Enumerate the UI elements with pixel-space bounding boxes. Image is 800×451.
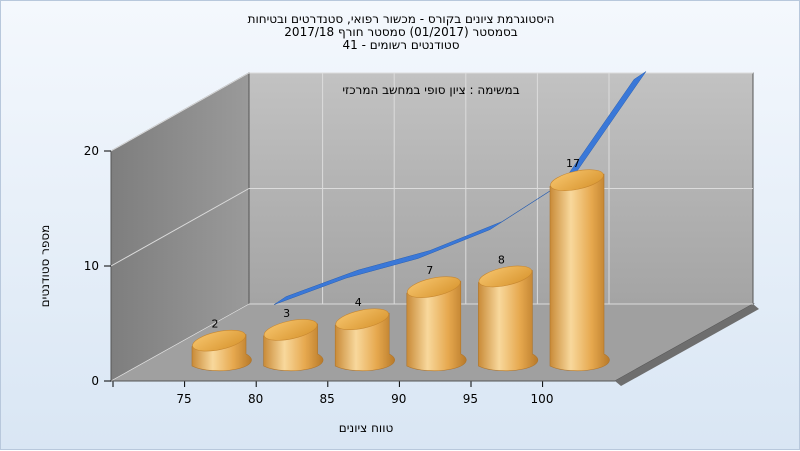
bar-80: 3 — [263, 307, 324, 372]
bar-series: 2 3 4 7 8 17 — [191, 157, 610, 372]
bar-value-label: 2 — [212, 318, 219, 331]
bar-value-label: 8 — [498, 253, 505, 266]
x-axis-title: טווח ציונים — [339, 421, 394, 435]
x-tick-label: 100 — [531, 392, 554, 406]
y-gridline-left — [110, 72, 250, 152]
x-tick-label: 95 — [463, 392, 478, 406]
bar-value-label: 7 — [426, 264, 433, 277]
floor-edge — [615, 304, 759, 386]
chart-title-line-3: סטודנטים רשומים - 41 — [342, 38, 460, 52]
bar-body — [549, 173, 610, 372]
bar-75: 2 — [191, 318, 252, 372]
curve-series — [273, 71, 647, 305]
bar-top — [407, 276, 461, 298]
x-axis: 75 80 85 90 95 100 — [111, 380, 615, 406]
curve-ribbon — [273, 71, 647, 305]
bar-85: 4 — [334, 296, 395, 372]
bar-100: 17 — [549, 157, 610, 372]
plot-annotation: במשימה : ציון סופי במחשב המרכזי — [342, 83, 519, 97]
bar-top — [478, 265, 533, 288]
bar-value-label: 17 — [566, 157, 580, 170]
bar-top — [263, 319, 318, 341]
y-gridline-left — [110, 303, 250, 382]
bar-top — [192, 329, 246, 352]
bar-95: 8 — [478, 253, 539, 372]
grid — [110, 72, 753, 382]
x-tick-label: 75 — [176, 392, 191, 406]
bar-value-label: 3 — [283, 307, 290, 320]
bar-90: 7 — [406, 264, 467, 372]
bar-body — [406, 280, 467, 372]
bar-top — [550, 169, 604, 191]
x-tick-label: 90 — [391, 392, 406, 406]
x-tick-label: 80 — [248, 392, 263, 406]
y-tick-label: 20 — [84, 144, 99, 158]
bar-body — [478, 270, 539, 372]
y-tick-label: 0 — [91, 374, 99, 388]
y-tick-label: 10 — [84, 259, 99, 273]
chart-title-line-1: היסטוגרמת ציונים בקורס - מכשור רפואי, סט… — [247, 12, 555, 26]
x-tick-label: 85 — [320, 392, 335, 406]
chart-title-line-2: בסמסטר (01/2017) סמסטר חורף 2017/18 — [284, 25, 518, 39]
bar-top — [335, 308, 389, 330]
y-axis-title: מספר סטודנטים — [38, 225, 52, 308]
bar-value-label: 4 — [355, 296, 362, 309]
y-axis: 0 10 20 — [84, 144, 111, 388]
y-gridline-left — [110, 188, 250, 267]
